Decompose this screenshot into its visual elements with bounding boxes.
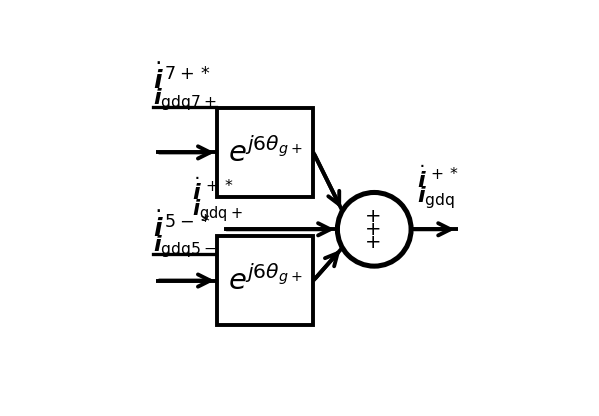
- Bar: [217, 236, 313, 325]
- Circle shape: [337, 193, 411, 266]
- Text: $\dot{\boldsymbol{i}}^{\,7+*}$: $\dot{\boldsymbol{i}}^{\,7+*}$: [153, 63, 211, 94]
- Bar: [217, 108, 313, 197]
- Text: $\boldsymbol{i}_{\mathrm{gdq+}}$: $\boldsymbol{i}_{\mathrm{gdq+}}$: [192, 197, 243, 224]
- Text: $\boldsymbol{i}_{\mathrm{gdq7+}}$: $\boldsymbol{i}_{\mathrm{gdq7+}}$: [153, 86, 217, 113]
- Text: $e^{j6\theta_{g+}}$: $e^{j6\theta_{g+}}$: [228, 265, 302, 296]
- Text: $\boldsymbol{i}_{\mathrm{gdq5-}}$: $\boldsymbol{i}_{\mathrm{gdq5-}}$: [153, 233, 217, 260]
- Text: $\boldsymbol{i}_{\mathrm{gdq}}$: $\boldsymbol{i}_{\mathrm{gdq}}$: [418, 184, 456, 210]
- Text: $+$: $+$: [364, 220, 381, 239]
- Text: $+$: $+$: [364, 207, 381, 226]
- Text: $\dot{\boldsymbol{i}}^{\,+*}$: $\dot{\boldsymbol{i}}^{\,+*}$: [192, 177, 234, 204]
- Text: $e^{j6\theta_{g+}}$: $e^{j6\theta_{g+}}$: [228, 137, 302, 168]
- Text: $\dot{\boldsymbol{i}}^{\,+*}$: $\dot{\boldsymbol{i}}^{\,+*}$: [418, 165, 459, 191]
- Text: $+$: $+$: [364, 233, 381, 252]
- Text: $\dot{\boldsymbol{i}}^{\,5-*}$: $\dot{\boldsymbol{i}}^{\,5-*}$: [153, 210, 211, 242]
